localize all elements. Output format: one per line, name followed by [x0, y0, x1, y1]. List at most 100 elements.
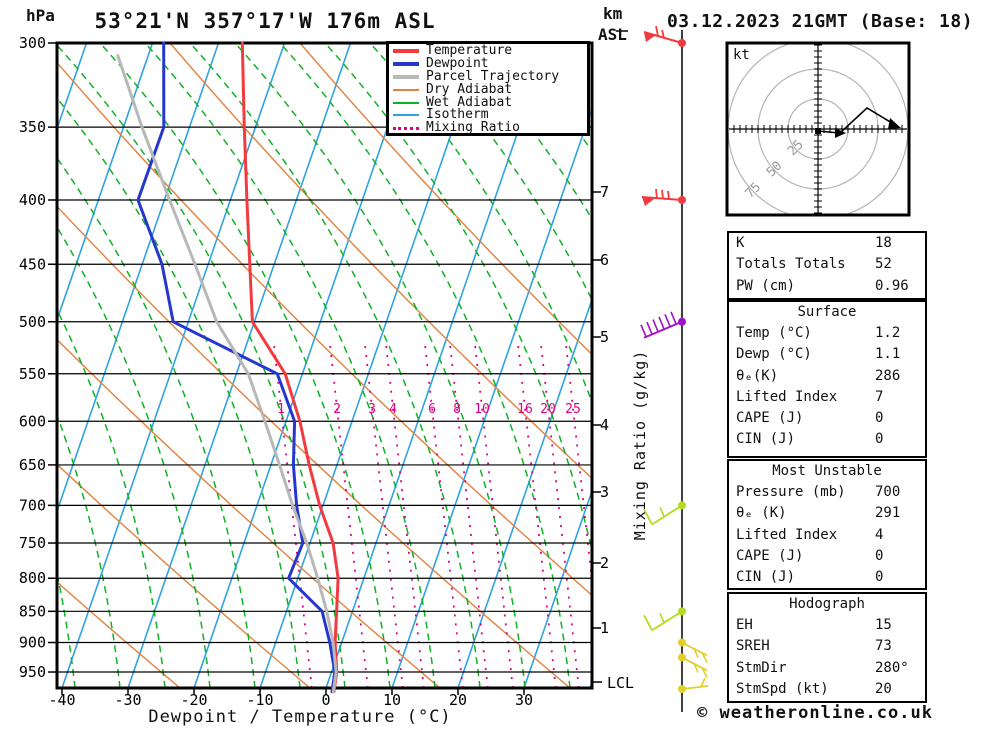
wind-barb-925	[678, 653, 708, 678]
row-value: 1.1	[875, 346, 901, 363]
row-label: Temp (°C)	[736, 325, 812, 341]
lcl-label: LCL	[607, 674, 634, 692]
legend-line-sample	[393, 49, 419, 54]
row-label: EH	[736, 617, 753, 633]
dry-adiabat-line	[57, 581, 181, 688]
legend-line-sample	[393, 114, 419, 117]
pressure-tick-label: 900	[19, 634, 46, 652]
table-row: θₑ(K) 286	[729, 366, 925, 387]
table-header: Hodograph	[789, 596, 865, 612]
wet-adiabat-line	[99, 43, 391, 688]
wind-barb-850	[643, 607, 686, 632]
mixing-ratio-line	[273, 344, 313, 688]
isotherm-line	[0, 43, 21, 688]
table-header: Surface	[797, 304, 857, 320]
legend-label: Dry Adiabat	[426, 81, 513, 97]
row-label: PW (cm)	[736, 277, 796, 294]
wet-adiabat-line	[189, 43, 481, 688]
pressure-tick-label: 800	[19, 569, 46, 587]
table-row: Pressure (mb) 700	[729, 482, 925, 503]
wet-adiabat-line	[324, 43, 592, 555]
pressure-tick-label: 600	[19, 412, 46, 430]
row-value: 4	[875, 526, 884, 543]
mixing-ratio-value-label: 20	[540, 402, 556, 417]
legend-item-dewpoint: Dewpoint	[393, 57, 587, 71]
km-tick-label: 1	[600, 619, 609, 637]
isotherm-line	[391, 105, 592, 688]
row-label: Dewp (°C)	[736, 346, 812, 363]
legend-item-wet-adiabat: Wet Adiabat	[393, 96, 587, 109]
dry-adiabat-line	[57, 338, 441, 688]
table-row: CAPE (J) 0	[729, 546, 925, 567]
temp-tick-label: -40	[48, 691, 75, 709]
wind-profile-column	[640, 25, 709, 712]
row-label: StmSpd (kt)	[736, 680, 829, 697]
table-row: SREH 73	[729, 636, 925, 657]
data-table-surface: Surface Temp (°C) 1.2 Dewp (°C) 1.1 θₑ(K) 286 L…	[727, 300, 927, 458]
hodograph-origin-marker	[815, 128, 821, 134]
dry-adiabat-line	[57, 205, 571, 688]
pressure-unit-label: hPa	[26, 6, 55, 25]
pressure-tick-label: 700	[19, 496, 46, 514]
row-label: K	[736, 235, 745, 251]
temp-tick-label: 0	[321, 691, 330, 709]
temp-tick-label: -20	[180, 691, 207, 709]
row-value: 1.2	[875, 325, 901, 341]
wind-barb-500	[640, 311, 686, 339]
row-value: 0	[875, 410, 884, 427]
wet-adiabat-line	[234, 43, 526, 688]
legend-label: Mixing Ratio	[426, 120, 520, 136]
wet-adiabat-line	[279, 43, 571, 688]
hodograph-trace	[817, 107, 898, 134]
row-label: CIN (J)	[736, 569, 796, 586]
mixing-ratio-axis-label: Mixing Ratio (g/kg)	[631, 349, 649, 541]
temp-tick-label: 30	[515, 691, 533, 709]
row-value: 280°	[875, 659, 909, 676]
table-row: StmSpd (kt) 20	[729, 679, 925, 700]
pressure-tick-label: 300	[19, 34, 46, 52]
chart-legend: Temperature Dewpoint Parcel Trajectory Dry …	[386, 41, 590, 136]
mixing-ratio-value-label: 10	[474, 402, 490, 417]
legend-label: Temperature	[426, 43, 513, 59]
wind-level-dot	[678, 685, 686, 693]
row-label: Totals Totals	[736, 256, 846, 273]
row-value: 0.96	[875, 277, 909, 294]
dry-adiabat-line	[57, 463, 311, 688]
legend-item-parcel-trajectory: Parcel Trajectory	[393, 68, 587, 84]
curve-dewpoint	[136, 41, 337, 694]
table-row: K 18	[729, 233, 925, 254]
mixing-ratio-value-label: 2	[333, 402, 341, 417]
x-axis-label: Dewpoint / Temperature (°C)	[148, 707, 452, 727]
km-tick-label: 4	[600, 416, 609, 434]
wet-adiabat-line	[57, 97, 301, 688]
row-label: Pressure (mb)	[736, 484, 846, 500]
hodograph-arrow	[888, 118, 901, 129]
wet-adiabat-line	[57, 44, 346, 688]
mixing-ratio-value-label: 6	[428, 402, 436, 417]
row-value: 15	[875, 617, 892, 633]
mixing-ratio-value-label: 25	[565, 402, 581, 417]
mixing-ratio-line	[517, 344, 557, 688]
sounding-curves	[116, 41, 340, 694]
wet-adiabat-line	[144, 43, 436, 688]
copyright: © weatheronline.co.uk	[697, 703, 933, 723]
wind-level-dot	[678, 195, 686, 204]
wind-level-dot	[678, 607, 686, 616]
km-tick-label: 3	[600, 483, 609, 501]
mixing-ratio-line	[329, 344, 369, 688]
legend-label: Parcel Trajectory	[426, 68, 560, 84]
pressure-tick-label: 850	[19, 602, 46, 620]
isotherm-line	[259, 43, 484, 688]
row-value: 0	[875, 431, 884, 448]
wind-level-dot	[678, 653, 686, 662]
legend-line-sample	[393, 62, 419, 67]
mixing-ratio-line	[449, 344, 489, 688]
legend-line-sample	[393, 126, 419, 130]
mixing-ratio-value-label: 8	[453, 402, 461, 417]
table-row: Lifted Index 4	[729, 525, 925, 546]
mixing-ratio-line	[540, 344, 580, 688]
km-tick-label: 2	[600, 554, 609, 572]
row-label: CAPE (J)	[736, 547, 804, 564]
table-row: StmDir 280°	[729, 658, 925, 679]
